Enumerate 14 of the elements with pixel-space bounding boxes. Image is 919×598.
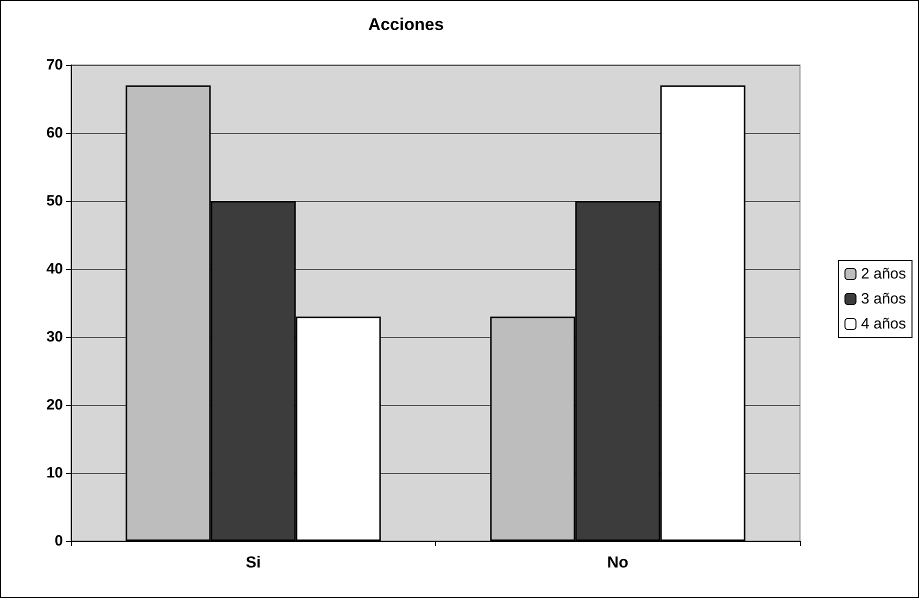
legend-label: 4 años	[860, 316, 906, 332]
legend-label: 2 años	[860, 266, 906, 282]
x-tick-label: Si	[246, 554, 261, 572]
y-tick-label: 70	[46, 56, 63, 74]
y-tick-label: 0	[54, 532, 63, 550]
y-tick-label: 40	[46, 260, 63, 278]
y-tick-label: 50	[46, 192, 63, 210]
y-tick-label: 60	[46, 124, 63, 142]
y-tick-label: 30	[46, 328, 63, 346]
legend-label: 3 años	[860, 290, 906, 308]
y-tick-label: 20	[46, 396, 63, 414]
x-tick-label: No	[607, 554, 629, 572]
chart-title: Acciones	[368, 15, 444, 34]
y-tick-label: 10	[46, 464, 63, 482]
